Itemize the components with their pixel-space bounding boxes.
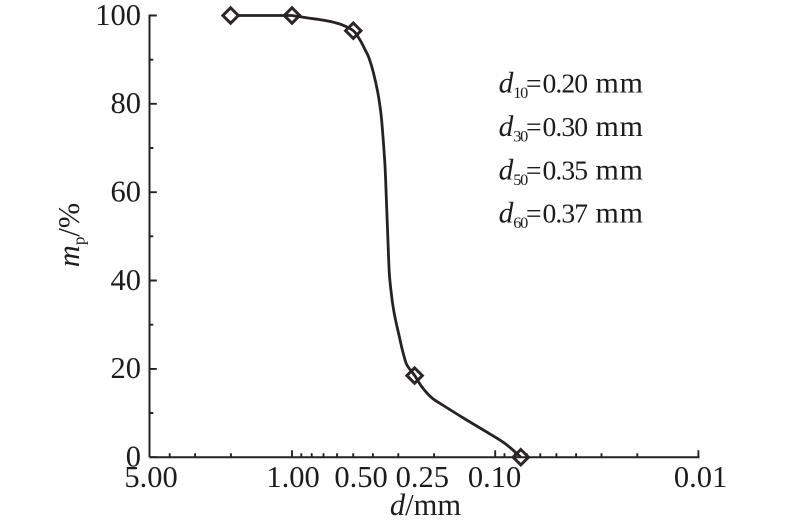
svg-text:60: 60 [111, 175, 142, 209]
svg-text:d/mm: d/mm [390, 488, 461, 522]
svg-text:mp/%: mp/% [52, 203, 89, 267]
svg-text:0.25: 0.25 [396, 460, 449, 494]
svg-text:1.00: 1.00 [266, 460, 319, 494]
svg-text:100: 100 [95, 0, 141, 32]
svg-text:40: 40 [111, 263, 142, 297]
svg-text:80: 80 [111, 86, 142, 120]
svg-text:0: 0 [126, 440, 141, 474]
svg-text:0.50: 0.50 [334, 460, 387, 494]
svg-text:0.10: 0.10 [468, 460, 521, 494]
svg-text:5.00: 5.00 [124, 460, 177, 494]
svg-text:0.01: 0.01 [674, 460, 727, 494]
svg-text:20: 20 [111, 351, 142, 385]
